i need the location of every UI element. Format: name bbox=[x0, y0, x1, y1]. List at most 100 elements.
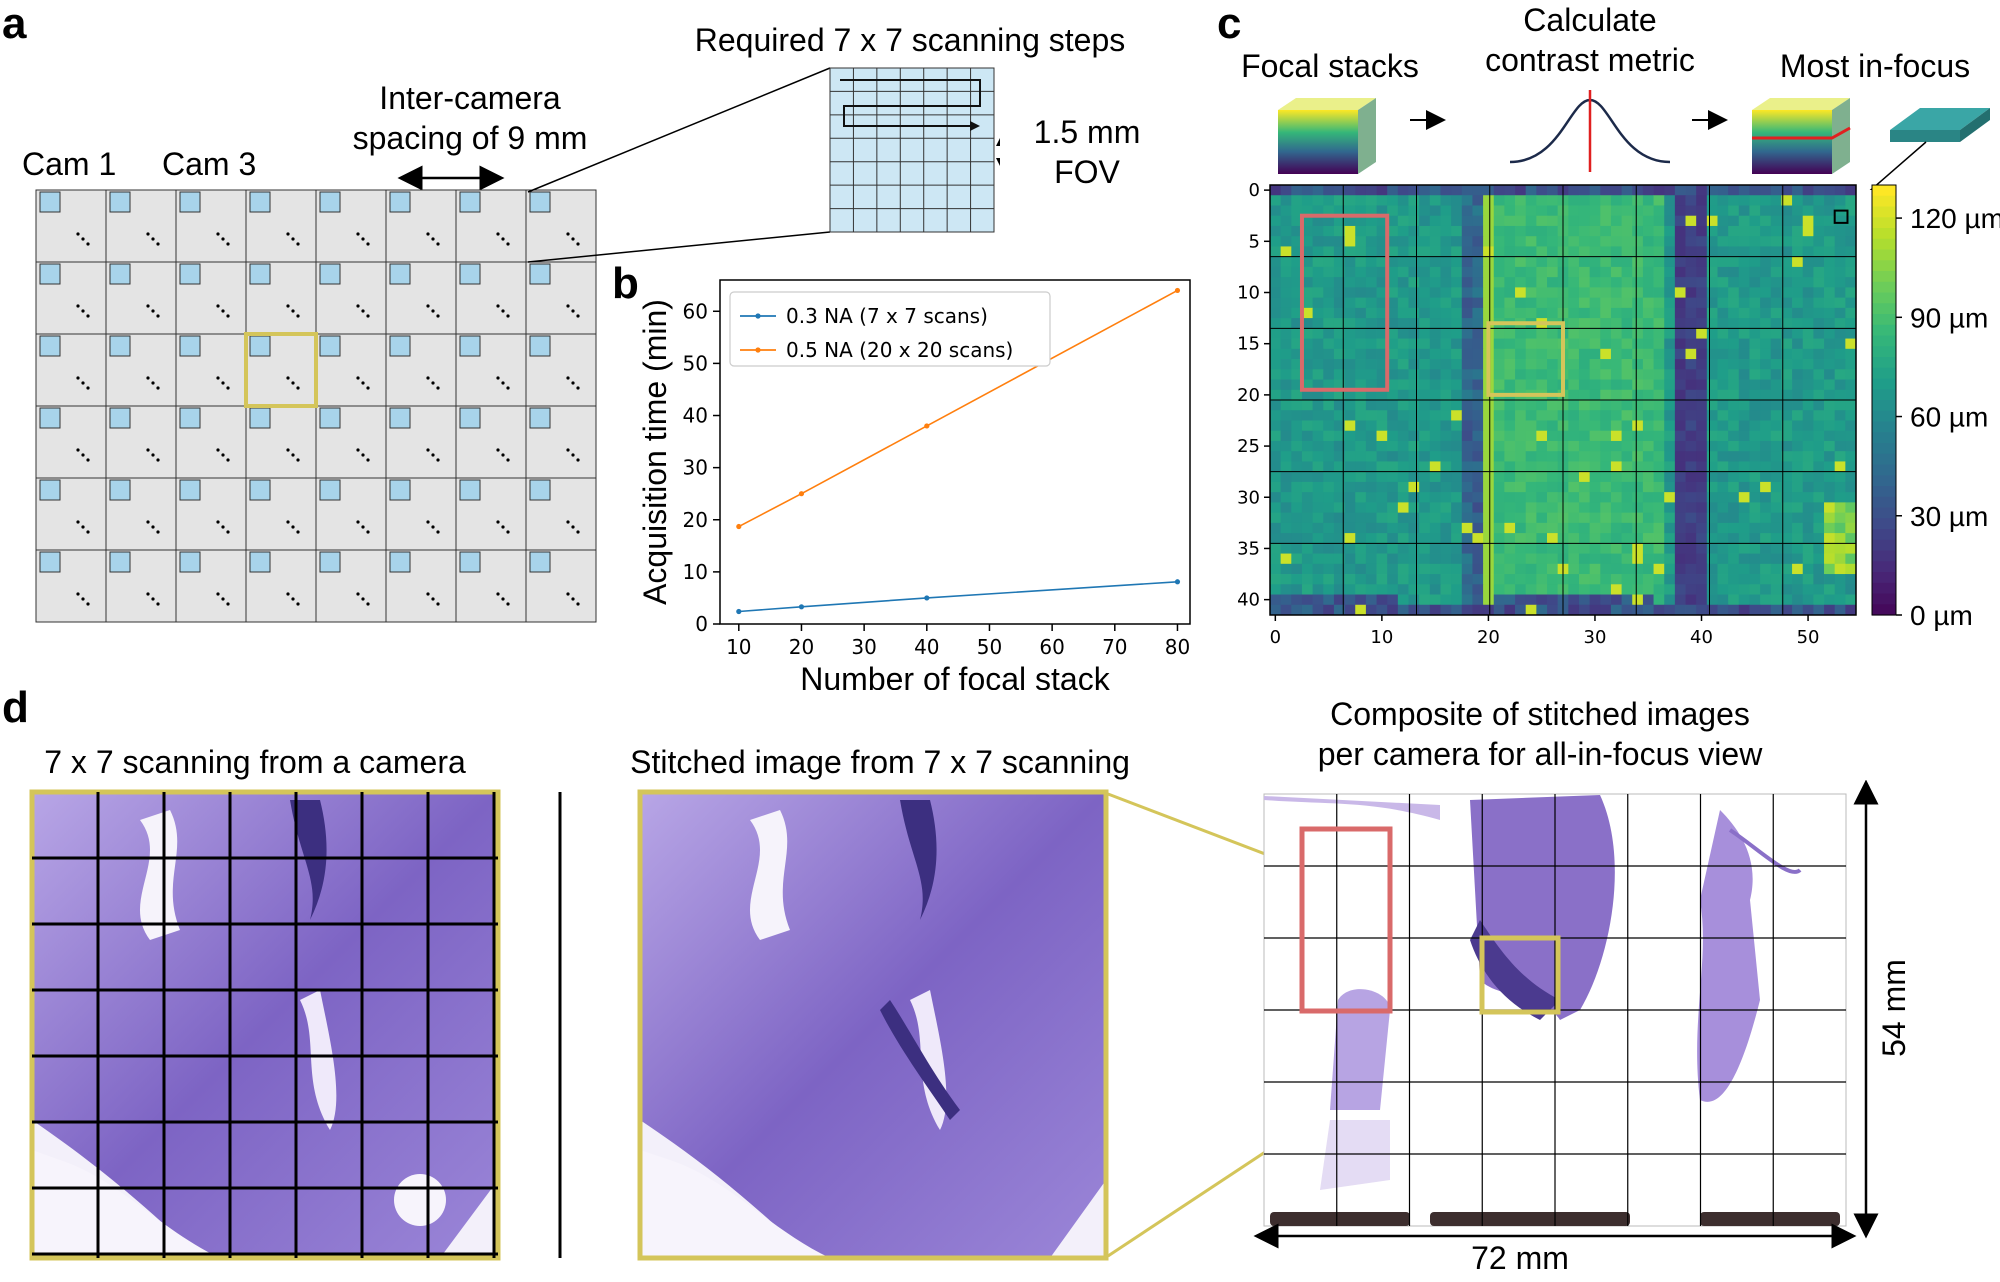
ellipsis-dot bbox=[361, 525, 365, 529]
ellipsis-dot bbox=[436, 602, 440, 606]
scan-image-frame bbox=[29, 789, 501, 1261]
ellipsis-dot bbox=[226, 458, 230, 462]
y-tick-label: 20 bbox=[1237, 385, 1260, 406]
ellipsis-dot bbox=[81, 453, 85, 457]
scan-tile bbox=[459, 191, 481, 213]
y-tick-label: 30 bbox=[683, 456, 708, 480]
zoom-line-top bbox=[527, 67, 831, 193]
ellipsis-dot bbox=[431, 237, 435, 241]
slab-pointer-line bbox=[1869, 141, 1927, 190]
y-tick-label: 15 bbox=[1237, 334, 1260, 355]
ellipsis-dot bbox=[86, 386, 90, 390]
ellipsis-dot bbox=[506, 314, 510, 318]
scan-tile bbox=[319, 335, 341, 357]
ellipsis-dot bbox=[431, 381, 435, 385]
ellipsis-dot bbox=[366, 314, 370, 318]
in-focus-cube-icon bbox=[1752, 98, 1851, 174]
ellipsis-dot bbox=[76, 592, 80, 596]
y-tick-label: 30 bbox=[1237, 487, 1260, 508]
scan-tile bbox=[529, 479, 551, 501]
ellipsis-dot bbox=[571, 525, 575, 529]
ellipsis-dot bbox=[566, 520, 570, 524]
title-composite-line1: Composite of stitched images bbox=[1330, 696, 1750, 732]
series-line-2 bbox=[738, 289, 1178, 528]
ellipsis-dot bbox=[361, 309, 365, 313]
scan-tile bbox=[39, 407, 61, 429]
scan-tile bbox=[389, 479, 411, 501]
colorbar: 120 µm 90 µm 60 µm 30 µm 0 µm bbox=[1871, 184, 2000, 631]
ellipsis-dot bbox=[76, 304, 80, 308]
colorbar-label: 0 µm bbox=[1910, 600, 1973, 631]
ellipsis-dot bbox=[356, 304, 360, 308]
ellipsis-dot bbox=[496, 232, 500, 236]
scan-tile bbox=[179, 191, 201, 213]
scan-tile bbox=[389, 551, 411, 573]
colorbar-frame bbox=[1871, 184, 1897, 616]
scan-tile bbox=[179, 263, 201, 285]
ellipsis-dot bbox=[156, 386, 160, 390]
ellipsis-dot bbox=[286, 232, 290, 236]
ellipsis-dot bbox=[291, 525, 295, 529]
ellipsis-dot bbox=[156, 242, 160, 246]
scan-tile bbox=[109, 551, 131, 573]
colorbar-label: 120 µm bbox=[1910, 203, 2000, 234]
ellipsis-dot bbox=[426, 304, 430, 308]
ellipsis-dot bbox=[426, 448, 430, 452]
camera-array-grid bbox=[35, 189, 597, 623]
scan-steps-title: Required 7 x 7 scanning steps bbox=[694, 22, 1126, 58]
stitched-image-frame bbox=[637, 789, 1109, 1261]
ellipsis-dot bbox=[426, 520, 430, 524]
legend: 0.3 NA (7 x 7 scans) 0.5 NA (20 x 20 scan… bbox=[729, 291, 1051, 367]
ellipsis-dot bbox=[366, 242, 370, 246]
ellipsis-dot bbox=[436, 242, 440, 246]
ellipsis-dot bbox=[226, 386, 230, 390]
scan-tile bbox=[529, 263, 551, 285]
scan-steps-grid bbox=[829, 67, 995, 233]
ellipsis-dot bbox=[291, 309, 295, 313]
ellipsis-dot bbox=[216, 304, 220, 308]
panel-a-diagram bbox=[35, 67, 1000, 623]
scan-tile bbox=[319, 551, 341, 573]
raster-path bbox=[840, 79, 981, 127]
scan-tile bbox=[249, 551, 271, 573]
scan-tile bbox=[319, 479, 341, 501]
spacing-label-line1: Inter-camera bbox=[379, 80, 561, 116]
data-point bbox=[924, 423, 930, 429]
ellipsis-dot bbox=[356, 232, 360, 236]
ellipsis-dot bbox=[361, 381, 365, 385]
cam1-label: Cam 1 bbox=[22, 146, 117, 182]
ellipsis-dot bbox=[151, 453, 155, 457]
data-point bbox=[1174, 579, 1181, 585]
ellipsis-dot bbox=[296, 386, 300, 390]
x-tick-label: 50 bbox=[977, 635, 1002, 659]
ellipsis-dot bbox=[361, 453, 365, 457]
scan-tile bbox=[39, 191, 61, 213]
data-point bbox=[798, 604, 805, 610]
fov-label-line2: FOV bbox=[1054, 154, 1120, 190]
colorbar-label: 90 µm bbox=[1910, 302, 1988, 333]
scan-tile bbox=[319, 407, 341, 429]
ellipsis-dot bbox=[496, 304, 500, 308]
ellipsis-dot bbox=[296, 242, 300, 246]
ellipsis-dot bbox=[146, 592, 150, 596]
ellipsis-dot bbox=[156, 314, 160, 318]
contrast-curve-icon bbox=[1509, 90, 1671, 172]
ellipsis-dot bbox=[436, 458, 440, 462]
in-focus-slab-icon bbox=[1890, 108, 1990, 142]
scan-tile bbox=[109, 479, 131, 501]
scan-tile bbox=[459, 263, 481, 285]
series-line-1 bbox=[738, 580, 1178, 613]
scan-tile bbox=[249, 263, 271, 285]
ellipsis-dot bbox=[81, 525, 85, 529]
legend-label: 0.5 NA (20 x 20 scans) bbox=[786, 338, 1013, 362]
y-tick-label: 25 bbox=[1237, 436, 1260, 457]
ellipsis-dot bbox=[431, 309, 435, 313]
ellipsis-dot bbox=[501, 525, 505, 529]
ellipsis-dot bbox=[221, 597, 225, 601]
stitched-image bbox=[640, 792, 1106, 1258]
zoom-line-bottom bbox=[527, 231, 831, 263]
ellipsis-dot bbox=[221, 453, 225, 457]
ellipsis-dot bbox=[291, 237, 295, 241]
x-tick-label: 10 bbox=[1370, 627, 1393, 648]
panel-label-c: c bbox=[1217, 0, 1242, 48]
